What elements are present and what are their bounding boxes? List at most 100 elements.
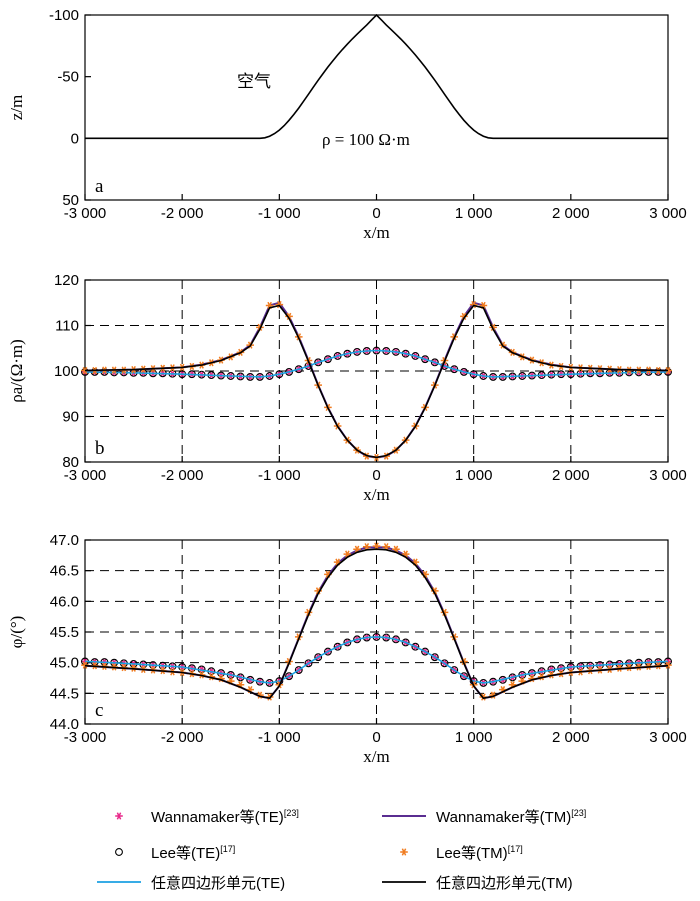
legend-label: 任意四边形单元(TE) <box>151 874 286 892</box>
legend-symbol <box>115 848 123 856</box>
legend-label: Wannamaker等(TM)[23] <box>436 807 587 826</box>
x-tick-label: 1 000 <box>455 467 493 484</box>
y-tick-label: 50 <box>62 192 79 209</box>
y-axis-label: φ/(°) <box>7 616 26 649</box>
x-tick-label: 2 000 <box>552 467 590 484</box>
panel-b-apparent-resistivity: -3 000 -2 000 -1 000 0 1 000 2 000 3 000 80 90 10… <box>7 272 687 504</box>
y-tick-label: -50 <box>57 69 79 86</box>
series-任意四边形单元(TM)-line <box>84 304 669 459</box>
series-Lee等(TM)-point <box>285 312 293 321</box>
series-Lee等(TE)-point <box>450 365 459 374</box>
legend-label: Lee等(TM)[17] <box>436 843 523 862</box>
series-Lee等(TE)-point <box>323 647 332 656</box>
series-Lee等(TE)-point <box>421 355 430 364</box>
x-tick-label: 3 000 <box>649 729 687 746</box>
x-tick-label: -1 000 <box>258 729 301 746</box>
legend-item-lee-tm: Lee等(TM)[17] <box>380 840 523 864</box>
x-tick-label: 0 <box>372 467 380 484</box>
y-tick-label: 45.5 <box>50 624 79 641</box>
legend-marker-star-orange <box>380 840 428 864</box>
series-Lee等(TE)-point <box>294 666 303 674</box>
y-tick-label: 44.5 <box>50 685 79 702</box>
legend-item-wannamaker-tm: Wannamaker等(TM)[23] <box>380 804 586 828</box>
series-Lee等(TE)-point <box>430 358 439 367</box>
legend-label: Lee等(TE)[17] <box>151 843 236 862</box>
figure: -3 000 -2 000 -1 000 0 1 000 2 000 3 000 -100 -5… <box>7 7 687 766</box>
y-tick-label: 44.0 <box>50 716 79 733</box>
legend-label: 任意四边形单元(TM) <box>436 874 573 892</box>
y-tick-label: 47.0 <box>50 532 79 549</box>
legend: Wannamaker等(TE)[23] Wannamaker等(TM)[23] … <box>0 800 700 900</box>
x-tick-label: 2 000 <box>552 205 590 222</box>
series-任意四边形单元(TM)-line <box>84 548 669 700</box>
series-Lee等(TE)-point <box>314 358 323 367</box>
series-任意四边形单元(TE)-line <box>84 349 669 378</box>
y-tick-label: 120 <box>54 272 79 289</box>
legend-marker-line-purple <box>380 804 428 828</box>
x-tick-label: -3 000 <box>64 729 107 746</box>
series-Lee等(TE)-point <box>343 638 352 647</box>
y-axis-label: z/m <box>7 95 26 121</box>
x-tick-label: 1 000 <box>455 205 493 222</box>
x-tick-label: -2 000 <box>161 467 204 484</box>
series-terrain-line <box>85 13 668 140</box>
x-tick-label: -3 000 <box>64 467 107 484</box>
x-tick-label: -2 000 <box>161 729 204 746</box>
y-tick-label: 80 <box>62 454 79 471</box>
legend-marker-line-cyan <box>95 870 143 894</box>
series-Lee等(TE)-point <box>314 653 323 662</box>
series-Lee等(TE)-point <box>401 638 410 647</box>
y-tick-label: 0 <box>71 130 79 147</box>
y-tick-label: 46.0 <box>50 593 79 610</box>
x-tick-label: -3 000 <box>64 205 107 222</box>
y-tick-label: 110 <box>55 318 79 335</box>
legend-symbol <box>115 812 123 820</box>
series-Lee等(TE)-point <box>460 672 468 681</box>
resistivity-annotation: ρ = 100 Ω·m <box>322 130 410 149</box>
y-tick-label: 100 <box>54 363 79 380</box>
x-tick-label: 1 000 <box>455 729 493 746</box>
y-tick-label: 45.0 <box>50 655 79 672</box>
x-tick-label: 3 000 <box>649 467 687 484</box>
series-Lee等(TE)-point <box>333 642 342 651</box>
legend-symbol <box>400 848 408 856</box>
x-tick-label: -2 000 <box>161 205 204 222</box>
panel-a-terrain: -3 000 -2 000 -1 000 0 1 000 2 000 3 000 -100 -5… <box>7 7 687 242</box>
series-Lee等(TE)-point <box>411 642 420 651</box>
series-Lee等(TE)-point <box>430 653 439 662</box>
x-axis-label: x/m <box>363 485 389 504</box>
panel-label: a <box>95 176 104 197</box>
y-tick-label: 90 <box>62 409 79 426</box>
legend-item-quad-tm: 任意四边形单元(TM) <box>380 870 573 894</box>
legend-marker-circle <box>95 840 143 864</box>
series-Lee等(TM)-point <box>372 542 381 550</box>
y-tick-label: -100 <box>49 7 79 24</box>
x-tick-label: -1 000 <box>258 205 301 222</box>
series-Lee等(TE)-point <box>450 666 459 674</box>
series-Lee等(TM)-point <box>440 608 449 616</box>
x-tick-label: 0 <box>372 729 380 746</box>
panel-c-phase: -3 000 -2 000 -1 000 0 1 000 2 000 3 000 44.0 44… <box>7 532 687 766</box>
legend-marker-star-pink <box>95 804 143 828</box>
legend-marker-line-black <box>380 870 428 894</box>
legend-item-quad-te: 任意四边形单元(TE) <box>95 870 285 894</box>
air-label: 空气 <box>237 72 271 91</box>
plot-frame <box>84 14 669 201</box>
legend-label: Wannamaker等(TE)[23] <box>151 807 299 826</box>
series-Lee等(TE)-point <box>285 672 293 681</box>
series-Lee等(TE)-point <box>304 659 313 668</box>
x-tick-label: -1 000 <box>258 467 301 484</box>
series-Lee等(TE)-point <box>421 647 430 656</box>
panel-label: c <box>95 700 103 721</box>
series-Lee等(TE)-point <box>440 659 449 668</box>
series-Lee等(TM)-point <box>304 608 313 616</box>
x-axis-label: x/m <box>363 223 389 242</box>
y-axis-label: ρa/(Ω·m) <box>7 339 26 403</box>
series-任意四边形单元(TE)-line <box>84 636 669 684</box>
legend-item-lee-te: Lee等(TE)[17] <box>95 840 235 864</box>
y-tick-label: 46.5 <box>50 563 79 580</box>
series-Lee等(TE)-point <box>323 355 332 364</box>
series-Lee等(TE)-point <box>294 365 303 374</box>
x-tick-label: 3 000 <box>649 205 687 222</box>
legend-item-wannamaker-te: Wannamaker等(TE)[23] <box>95 804 299 828</box>
